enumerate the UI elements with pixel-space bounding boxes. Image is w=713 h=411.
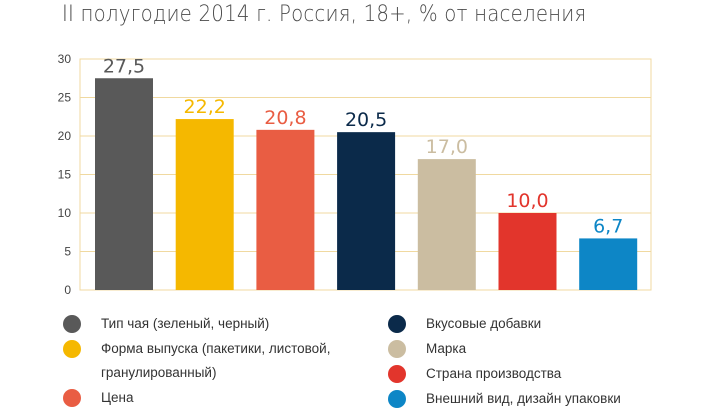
legend-item: Страна производства <box>388 364 561 386</box>
legend-item: Вкусовые добавки <box>388 314 541 336</box>
y-tick-label: 10 <box>58 206 72 220</box>
legend-label: Форма выпуска (пакетики, листовой, гранул… <box>101 337 330 385</box>
legend-label: Вкусовые добавки <box>426 312 541 336</box>
y-tick-label: 30 <box>58 52 72 66</box>
bar <box>256 129 315 290</box>
legend-label-line: Страна производства <box>426 366 562 381</box>
legend-label-line: Цена <box>101 390 134 405</box>
legend-marker <box>388 365 406 383</box>
legend-marker <box>388 340 406 358</box>
legend-label: Цена <box>101 386 133 410</box>
legend-label-line: Вкусовые добавки <box>426 316 542 331</box>
legend-label: Тип чая (зеленый, черный) <box>101 312 269 336</box>
legend-label-line: гранулированный) <box>101 365 217 380</box>
bar <box>95 78 153 290</box>
legend-label-line: Тип чая (зеленый, черный) <box>101 316 270 331</box>
chart-title: II полугодие 2014 г. Россия, 18+, % от н… <box>62 2 587 27</box>
legend-marker <box>388 315 406 333</box>
data-label: 20,5 <box>345 109 387 131</box>
legend-label-line: Внешний вид, дизайн упаковки <box>426 391 621 406</box>
bar-chart: 0 5 10 15 20 25 30 27,5 22,2 20,8 20,5 17,0 10,0 6,7 <box>58 52 652 297</box>
y-tick-label: 20 <box>58 129 72 143</box>
legend-item: Марка <box>388 339 466 361</box>
data-label: 17,0 <box>426 136 468 158</box>
legend-label-line: Марка <box>426 341 467 356</box>
legend-label: Страна производства <box>426 362 561 386</box>
bar <box>175 119 234 290</box>
legend-item: Форма выпуска (пакетики, листовой, гранул… <box>63 339 330 385</box>
data-label: 6,7 <box>593 215 623 237</box>
legend-item: Цена <box>63 388 133 410</box>
bar <box>417 159 476 290</box>
legend-label: Внешний вид, дизайн упаковки <box>426 387 621 411</box>
chart-legend: Тип чая (зеленый, черный) Форма выпуска (… <box>63 314 621 408</box>
bar <box>579 238 638 290</box>
y-tick-label: 25 <box>58 91 72 105</box>
legend-label: Марка <box>426 337 466 361</box>
data-label: 22,2 <box>184 96 226 118</box>
legend-item: Тип чая (зеленый, черный) <box>63 314 269 336</box>
legend-marker <box>63 315 81 333</box>
data-label: 10,0 <box>506 190 548 212</box>
data-label: 20,8 <box>264 107 306 129</box>
data-label: 27,5 <box>103 55 145 77</box>
legend-item: Внешний вид, дизайн упаковки <box>388 389 621 411</box>
y-tick-label: 0 <box>64 283 71 297</box>
bar <box>498 213 557 290</box>
legend-marker <box>63 389 81 407</box>
bar <box>337 132 396 290</box>
y-tick-label: 5 <box>64 245 71 259</box>
legend-marker <box>388 390 406 408</box>
y-tick-label: 15 <box>58 168 72 182</box>
legend-marker <box>63 340 81 358</box>
legend-label-line: Форма выпуска (пакетики, листовой, <box>101 341 331 356</box>
